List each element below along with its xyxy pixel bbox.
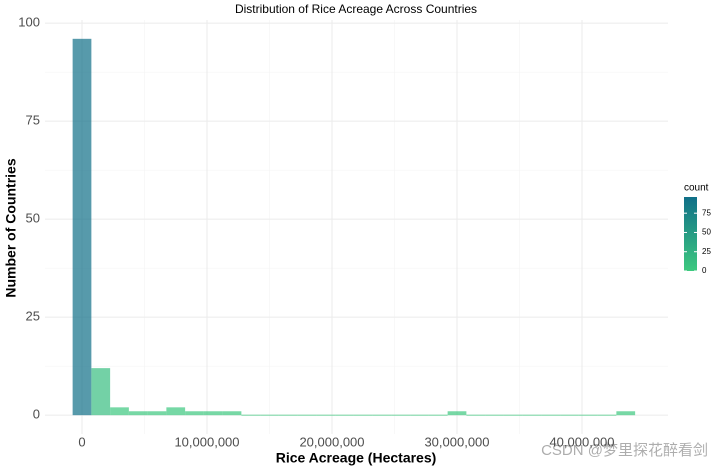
bar <box>110 407 129 416</box>
bar <box>428 414 448 416</box>
bar <box>222 411 242 416</box>
bar <box>485 414 504 416</box>
bar <box>185 411 204 416</box>
legend-label: 25 <box>702 247 711 256</box>
grid <box>45 20 668 434</box>
x-tick-label: 20,000,000 <box>299 434 364 449</box>
legend-label: 0 <box>702 266 707 275</box>
y-tick-label: 100 <box>18 15 40 30</box>
x-tick-label: 30,000,000 <box>424 434 489 449</box>
bar <box>166 407 186 416</box>
bar <box>316 414 336 416</box>
bar <box>391 414 411 416</box>
bar <box>147 411 167 416</box>
x-axis-title: Rice Acreage (Hectares) <box>276 450 437 466</box>
bar <box>410 414 429 416</box>
bar <box>278 414 298 416</box>
y-axis-title: Number of Countries <box>3 158 19 297</box>
bar <box>447 411 467 416</box>
bar <box>353 414 373 416</box>
bar <box>466 414 486 416</box>
legend-title: count <box>684 183 709 194</box>
bar <box>91 368 111 416</box>
y-tick-label: 75 <box>26 113 40 128</box>
bar <box>260 414 279 416</box>
y-tick-label: 25 <box>26 309 40 324</box>
legend-label: 75 <box>702 208 711 217</box>
bar <box>72 38 92 416</box>
chart-title: Distribution of Rice Acreage Across Coun… <box>235 2 477 16</box>
bar <box>522 414 542 416</box>
y-tick-label: 50 <box>26 211 40 226</box>
bar <box>578 414 598 416</box>
bar <box>597 414 617 416</box>
bar <box>560 414 579 416</box>
x-tick-label: 0 <box>78 434 85 449</box>
bar <box>203 411 223 416</box>
bar <box>241 414 261 416</box>
bar <box>616 411 636 416</box>
bar <box>503 414 523 416</box>
bar <box>335 414 354 416</box>
watermark: CSDN @梦里探花醉看剑 <box>541 442 708 459</box>
y-tick-label: 0 <box>33 407 40 422</box>
legend-label: 50 <box>702 228 711 237</box>
bar <box>297 414 317 416</box>
bar <box>372 414 392 416</box>
bar <box>128 411 148 416</box>
x-tick-label: 10,000,000 <box>174 434 239 449</box>
bar <box>541 414 561 416</box>
colorbar <box>684 197 697 271</box>
x-tick-label: 40,000,000 <box>549 434 614 449</box>
